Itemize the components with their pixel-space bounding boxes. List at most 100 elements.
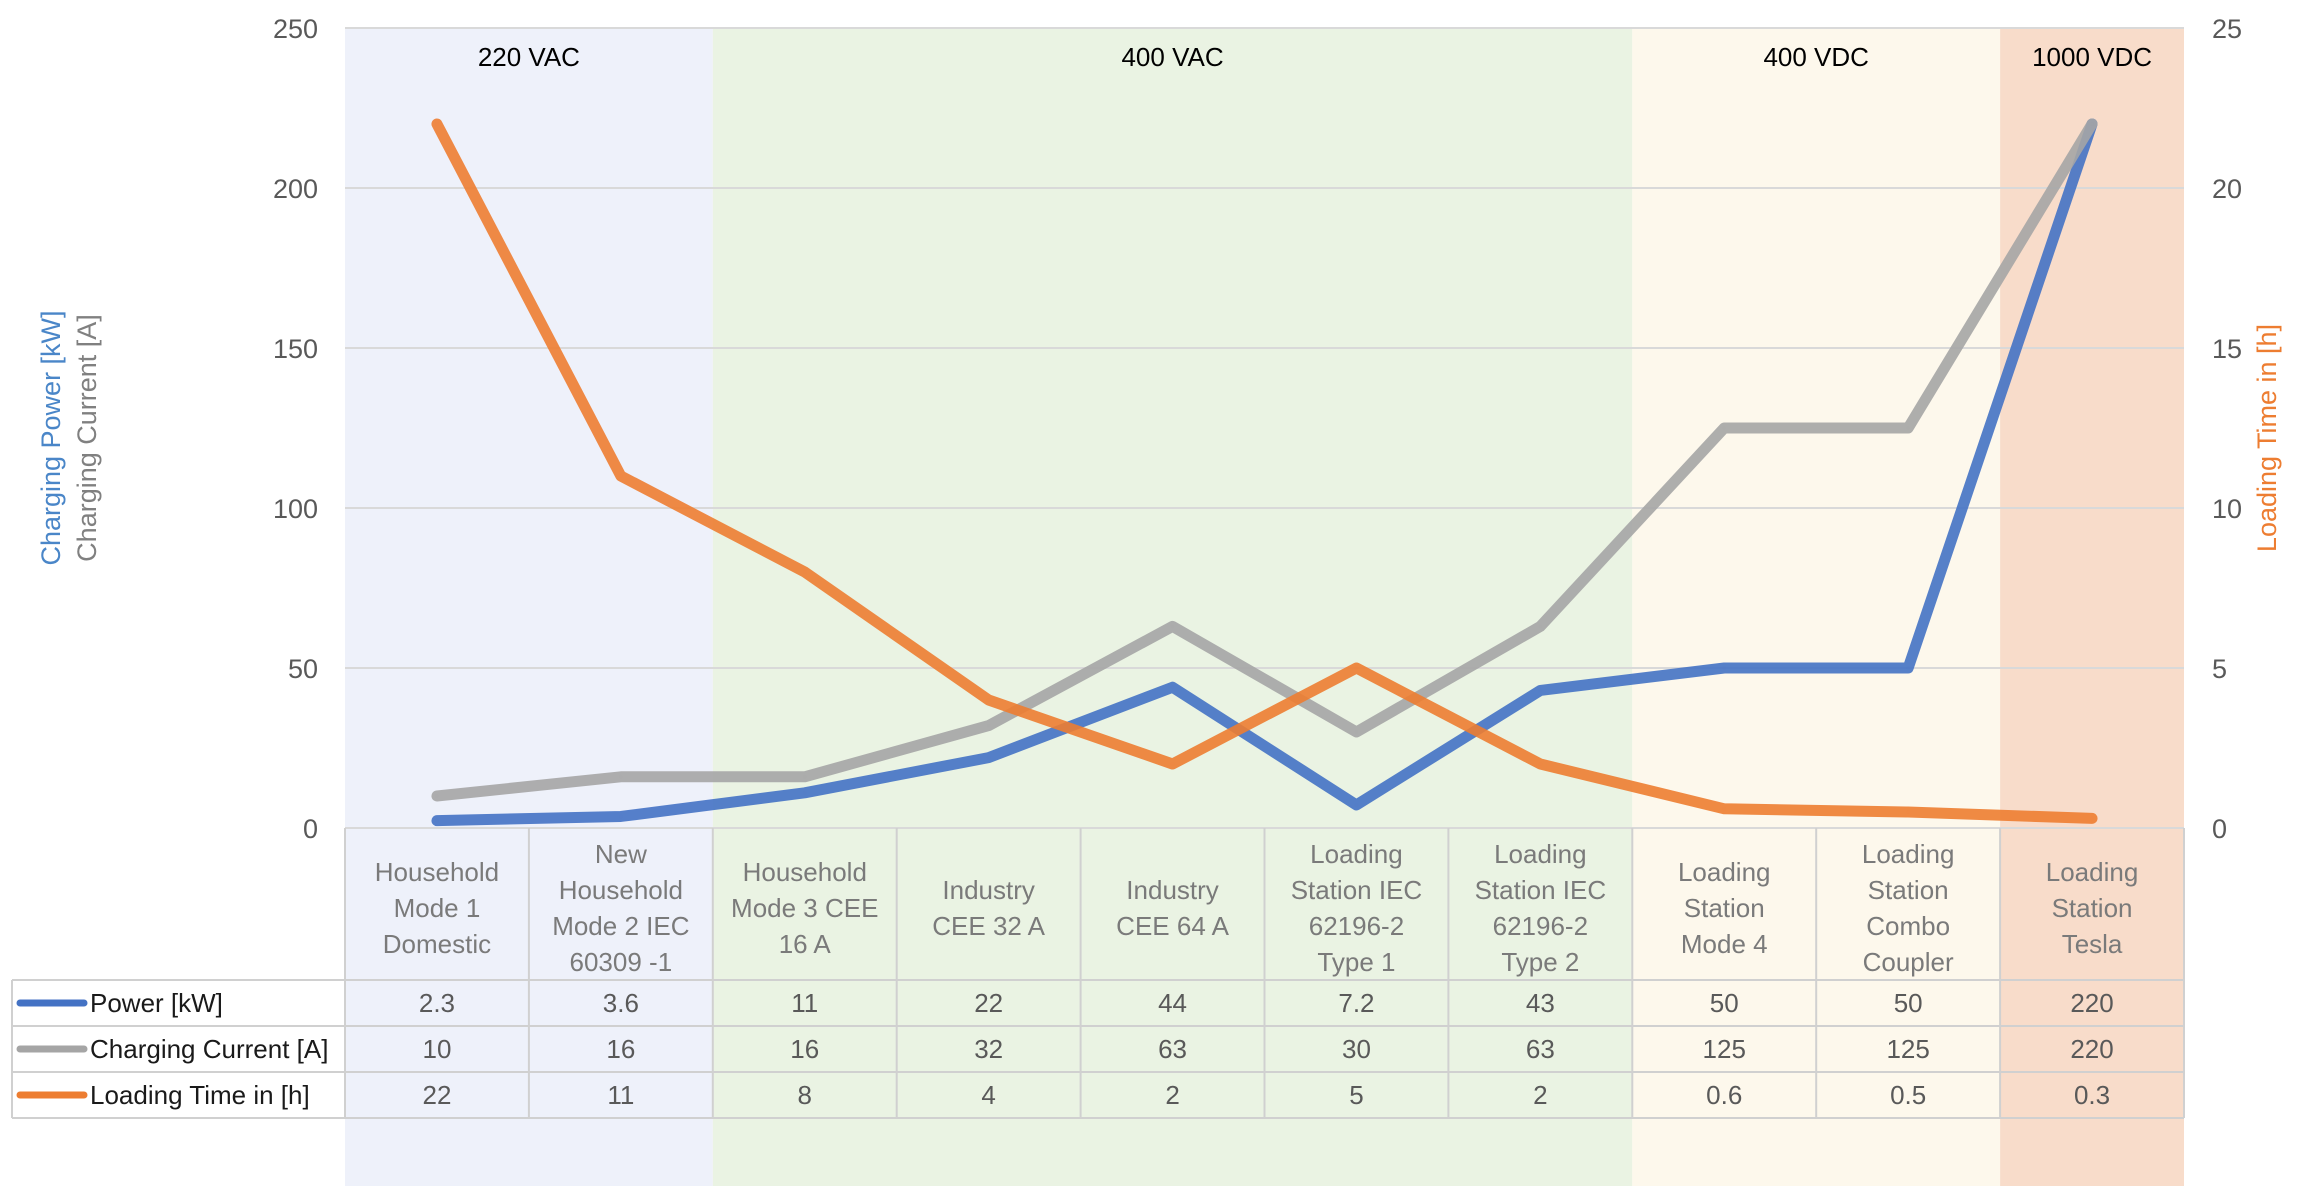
band-label-2: 400 VDC xyxy=(1763,42,1869,72)
table-cell-1-8: 125 xyxy=(1886,1034,1929,1064)
table-cell-2-2: 8 xyxy=(798,1080,812,1110)
category-label-line: Household xyxy=(559,875,683,905)
category-label-7: Loading Station Mode 4 xyxy=(1678,857,1771,959)
table-cell-0-8: 50 xyxy=(1894,988,1923,1018)
legend-label-0: Power [kW] xyxy=(90,988,223,1018)
table-cell-2-7: 0.6 xyxy=(1706,1080,1742,1110)
band-1 xyxy=(712,28,1633,1186)
table-cell-1-7: 125 xyxy=(1703,1034,1746,1064)
y-left-tick-4: 200 xyxy=(273,174,318,204)
table-cell-1-5: 30 xyxy=(1342,1034,1371,1064)
table-cell-0-0: 2.3 xyxy=(419,988,455,1018)
table-cell-0-2: 11 xyxy=(791,988,818,1018)
category-label-line: Loading xyxy=(1862,839,1955,869)
table-cell-1-0: 10 xyxy=(422,1034,451,1064)
table-cell-0-3: 22 xyxy=(974,988,1003,1018)
series-point-0-0 xyxy=(435,819,439,823)
series-point-0-1 xyxy=(619,814,623,818)
category-label-line: Mode 2 IEC xyxy=(552,911,689,941)
category-label-line: Mode 1 xyxy=(394,893,481,923)
series-point-2-4 xyxy=(1171,762,1175,766)
series-point-1-8 xyxy=(1906,426,1910,430)
series-point-2-3 xyxy=(987,698,991,702)
category-label-9: Loading Station Tesla xyxy=(2046,857,2139,959)
series-point-0-4 xyxy=(1171,685,1175,689)
series-point-1-6 xyxy=(1538,624,1542,628)
series-point-0-8 xyxy=(1906,666,1910,670)
table-cell-0-7: 50 xyxy=(1710,988,1739,1018)
legend-label-2: Loading Time in [h] xyxy=(90,1080,310,1110)
table-cell-1-1: 16 xyxy=(606,1034,635,1064)
series-point-2-9 xyxy=(2090,816,2094,820)
table-cell-0-1: 3.6 xyxy=(603,988,639,1018)
y-right-tick-3: 15 xyxy=(2212,334,2242,364)
category-label-5: Loading Station IEC 62196-2 Type 1 xyxy=(1291,839,1423,977)
category-label-line: Household xyxy=(743,857,867,887)
series-point-0-2 xyxy=(803,791,807,795)
category-label-line: Household xyxy=(375,857,499,887)
category-label-line: 16 A xyxy=(779,929,832,959)
table-cell-0-4: 44 xyxy=(1158,988,1187,1018)
y-right-title: Loading Time in [h] xyxy=(2252,324,2282,552)
category-label-line: Loading xyxy=(1678,857,1771,887)
table-cell-2-5: 5 xyxy=(1349,1080,1363,1110)
y-right-tick-0: 0 xyxy=(2212,814,2227,844)
category-label-line: Loading xyxy=(2046,857,2139,887)
category-label-line: Station xyxy=(1868,875,1949,905)
y-right-tick-5: 25 xyxy=(2212,14,2242,44)
category-label-line: Tesla xyxy=(2062,929,2123,959)
y-right-tick-2: 10 xyxy=(2212,494,2242,524)
table-cell-2-8: 0.5 xyxy=(1890,1080,1926,1110)
table-cell-1-4: 63 xyxy=(1158,1034,1187,1064)
table-cell-2-3: 4 xyxy=(981,1080,995,1110)
category-label-line: Industry xyxy=(1126,875,1219,905)
band-label-3: 1000 VDC xyxy=(2032,42,2152,72)
category-label-line: Loading xyxy=(1494,839,1587,869)
category-label-3: Industry CEE 32 A xyxy=(932,875,1045,941)
category-label-6: Loading Station IEC 62196-2 Type 2 xyxy=(1475,839,1607,977)
band-label-0: 220 VAC xyxy=(478,42,580,72)
series-point-2-8 xyxy=(1906,810,1910,814)
y-left-title-current: Charging Current [A] xyxy=(72,314,102,562)
category-label-line: 60309 -1 xyxy=(570,947,673,977)
series-point-0-6 xyxy=(1538,688,1542,692)
series-point-2-1 xyxy=(619,474,623,478)
y-left-tick-1: 50 xyxy=(288,654,318,684)
series-point-2-5 xyxy=(1354,666,1358,670)
table-cell-2-0: 22 xyxy=(422,1080,451,1110)
category-label-line: 62196-2 xyxy=(1493,911,1588,941)
table-cell-1-3: 32 xyxy=(974,1034,1003,1064)
category-label-line: Station IEC xyxy=(1291,875,1423,905)
series-point-2-7 xyxy=(1722,807,1726,811)
category-label-line: Loading xyxy=(1310,839,1403,869)
series-line-0 xyxy=(431,118,2098,827)
category-label-line: Station xyxy=(2052,893,2133,923)
series-line-1 xyxy=(431,118,2098,802)
table-cell-0-9: 220 xyxy=(2070,988,2113,1018)
category-label-line: New xyxy=(595,839,647,869)
category-label-line: Coupler xyxy=(1863,947,1954,977)
series-point-1-5 xyxy=(1354,730,1358,734)
y-left-tick-3: 150 xyxy=(273,334,318,364)
category-label-line: Station IEC xyxy=(1475,875,1607,905)
category-label-line: Combo xyxy=(1866,911,1950,941)
series-line-2 xyxy=(431,118,2098,824)
series-point-1-4 xyxy=(1171,624,1175,628)
category-label-line: Industry xyxy=(942,875,1035,905)
table-cell-1-2: 16 xyxy=(790,1034,819,1064)
series-point-0-3 xyxy=(987,756,991,760)
category-label-2: Household Mode 3 CEE 16 A xyxy=(731,857,878,959)
table-cell-0-6: 43 xyxy=(1526,988,1555,1018)
series-point-1-0 xyxy=(435,794,439,798)
category-label-1: New Household Mode 2 IEC 60309 -1 xyxy=(552,839,689,977)
band-label-1: 400 VAC xyxy=(1121,42,1223,72)
category-label-4: Industry CEE 64 A xyxy=(1116,875,1229,941)
category-label-line: Type 2 xyxy=(1501,947,1579,977)
series-point-2-2 xyxy=(803,570,807,574)
category-label-line: CEE 32 A xyxy=(932,911,1045,941)
table-cell-2-9: 0.3 xyxy=(2074,1080,2110,1110)
y-right-tick-1: 5 xyxy=(2212,654,2227,684)
category-label-line: 62196-2 xyxy=(1309,911,1404,941)
